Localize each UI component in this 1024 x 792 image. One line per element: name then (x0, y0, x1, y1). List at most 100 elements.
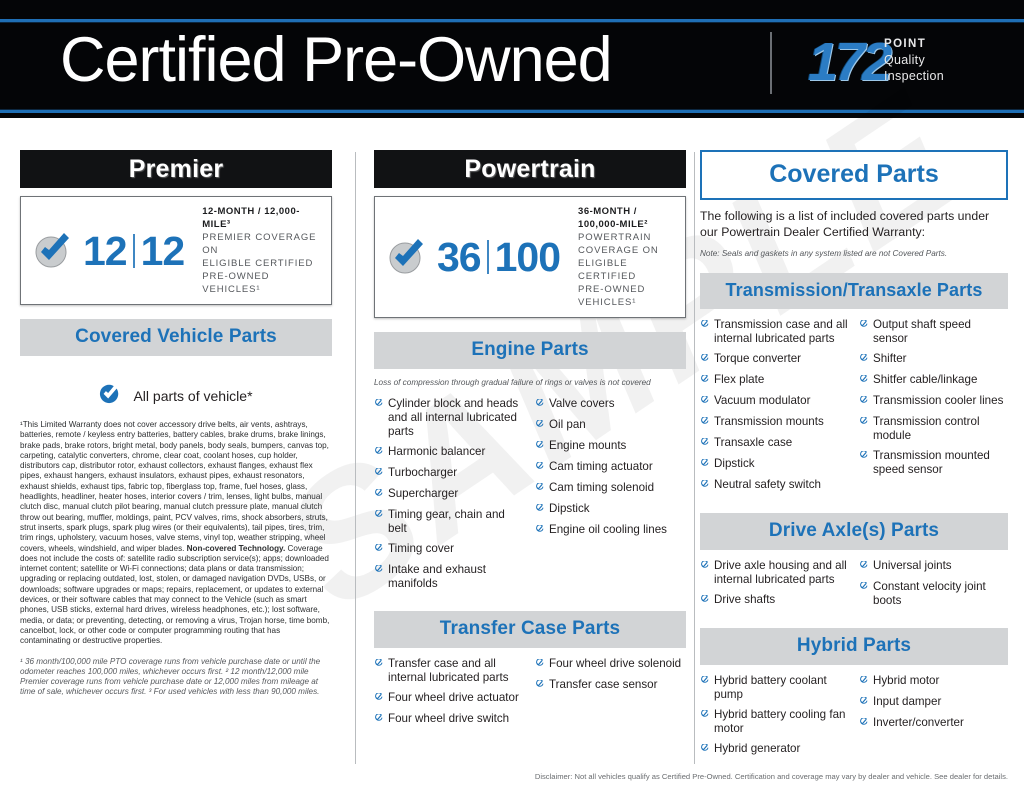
check-bullet-icon (374, 564, 383, 578)
list-item: Neutral safety switch (700, 478, 849, 493)
list-item: Dipstick (700, 457, 849, 472)
powertrain-banner: Powertrain (374, 150, 686, 188)
list-item-label: Hybrid battery coolant pump (714, 674, 827, 701)
list-item: Cylinder block and heads and all interna… (374, 397, 525, 439)
transmission-parts-lists: Transmission case and all internal lubri… (700, 318, 1008, 499)
all-parts-of-vehicle-row: All parts of vehicle* (20, 382, 332, 409)
drive-axle-parts-header: Drive Axle(s) Parts (700, 513, 1008, 550)
covered-parts-column: Covered Parts The following is a list of… (700, 150, 1008, 763)
badge-line-inspection: Inspection (884, 69, 944, 83)
check-bullet-icon (700, 319, 709, 333)
engine-parts-col-2: Valve covers Oil pan Engine mounts Cam timi… (535, 397, 686, 597)
check-bullet-icon (535, 482, 544, 496)
list-item-label: Intake and exhaust manifolds (388, 563, 486, 590)
header-rule-top (0, 19, 1024, 22)
covered-vehicle-parts-header: Covered Vehicle Parts (20, 319, 332, 356)
engine-parts-note: Loss of compression through gradual fail… (374, 378, 651, 387)
list-item: Timing gear, chain and belt (374, 508, 525, 536)
check-badge-icon (385, 235, 429, 279)
transfer-case-col-1: Transfer case and all internal lubricate… (374, 657, 525, 733)
check-bullet-icon (700, 743, 709, 757)
list-item-label: Cam timing solenoid (549, 481, 655, 494)
list-item: Vacuum modulator (700, 394, 849, 409)
premier-miles: 12 (140, 227, 186, 274)
check-bullet-icon (535, 461, 544, 475)
inspection-badge-text: POINT Quality Inspection (884, 37, 944, 84)
list-item-label: Input damper (873, 695, 942, 708)
list-item-label: Constant velocity joint boots (873, 580, 986, 607)
engine-parts-col-1: Cylinder block and heads and all interna… (374, 397, 525, 597)
premier-coverage-line2: PREMIER COVERAGE ON (202, 232, 317, 256)
check-bullet-icon (535, 398, 544, 412)
page-title: Certified Pre-Owned (60, 25, 613, 95)
list-item: Hybrid motor (859, 674, 1008, 689)
check-bullet-icon (859, 416, 868, 430)
check-bullet-icon (859, 353, 868, 367)
hybrid-parts-col-1: Hybrid battery coolant pump Hybrid batter… (700, 674, 849, 763)
list-item: Oil pan (535, 418, 686, 433)
check-bullet-icon (374, 692, 383, 706)
powertrain-coverage-numbers: 36 100 (437, 234, 561, 280)
check-bullet-icon (859, 675, 868, 689)
list-item-label: Hybrid battery cooling fan motor (714, 708, 846, 735)
list-item-label: Transfer case and all internal lubricate… (388, 657, 509, 684)
list-item-label: Oil pan (549, 418, 586, 431)
check-bullet-icon (859, 717, 868, 731)
drive-axle-lists: Drive axle housing and all internal lubr… (700, 559, 1008, 614)
check-bullet-icon (859, 560, 868, 574)
list-item-label: Valve covers (549, 397, 615, 410)
list-item-label: Timing cover (388, 542, 454, 555)
list-item-label: Engine oil cooling lines (549, 523, 667, 536)
list-item-label: Drive shafts (714, 593, 776, 606)
powertrain-coverage-text: 36-MONTH / 100,000-MILE² POWERTRAIN COVE… (578, 205, 675, 309)
list-item-label: Transmission case and all internal lubri… (714, 318, 848, 345)
powertrain-coverage-line2: POWERTRAIN COVERAGE ON (578, 232, 659, 256)
header-rule-bottom (0, 110, 1024, 113)
check-bullet-icon (700, 458, 709, 472)
hybrid-parts-header: Hybrid Parts (700, 628, 1008, 665)
list-item-label: Supercharger (388, 487, 459, 500)
list-item-label: Engine mounts (549, 439, 627, 452)
check-bullet-icon (374, 488, 383, 502)
check-bullet-icon (700, 416, 709, 430)
premier-footnotes: ¹ 36 month/100,000 mile PTO coverage run… (20, 656, 321, 697)
check-bullet-icon (859, 395, 868, 409)
premier-fineprint: ¹This Limited Warranty does not cover ac… (20, 420, 332, 647)
check-bullet-icon (859, 319, 868, 333)
list-item-label: Four wheel drive solenoid (549, 657, 682, 670)
check-bullet-icon (374, 398, 383, 412)
premier-coverage-text: 12-MONTH / 12,000-MILE³ PREMIER COVERAGE… (202, 205, 321, 296)
check-bullet-icon (859, 696, 868, 710)
header-divider (770, 32, 772, 94)
check-bullet-icon (374, 467, 383, 481)
list-item-label: Torque converter (714, 352, 801, 365)
list-item-label: Turbocharger (388, 466, 458, 479)
list-item: Transfer case and all internal lubricate… (374, 657, 525, 685)
check-bullet-icon (535, 440, 544, 454)
list-item: Hybrid battery coolant pump (700, 674, 849, 702)
list-item-label: Timing gear, chain and belt (388, 508, 505, 535)
number-separator (486, 240, 489, 274)
fineprint-bold-heading: Non-covered Technology. (186, 543, 286, 553)
premier-column: Premier 12 12 12-MONTH / 12,000-MILE³ PR… (20, 150, 332, 698)
check-bullet-icon (535, 419, 544, 433)
list-item: Valve covers (535, 397, 686, 412)
check-bullet-icon (535, 503, 544, 517)
badge-line-quality: Quality (884, 53, 926, 67)
list-item-label: Hybrid generator (714, 742, 801, 755)
powertrain-coverage-box: 36 100 36-MONTH / 100,000-MILE² POWERTRA… (374, 196, 686, 318)
powertrain-months: 36 (437, 234, 482, 280)
check-bullet-icon (374, 543, 383, 557)
powertrain-coverage-title: 36-MONTH / 100,000-MILE² (578, 206, 648, 230)
engine-parts-header: Engine Parts (374, 332, 686, 369)
check-bullet-icon (859, 450, 868, 464)
list-item: Transmission control module (859, 415, 1008, 443)
drive-axle-col-2: Universal joints Constant velocity joint … (859, 559, 1008, 614)
list-item: Flex plate (700, 373, 849, 388)
hybrid-parts-col-2: Hybrid motor Input damper Inverter/convert… (859, 674, 1008, 763)
check-bullet-icon (374, 658, 383, 672)
list-item: Cam timing solenoid (535, 481, 686, 496)
list-item: Transmission cooler lines (859, 394, 1008, 409)
list-item: Engine oil cooling lines (535, 523, 686, 538)
premier-coverage-line3: ELIGIBLE CERTIFIED (202, 258, 314, 269)
